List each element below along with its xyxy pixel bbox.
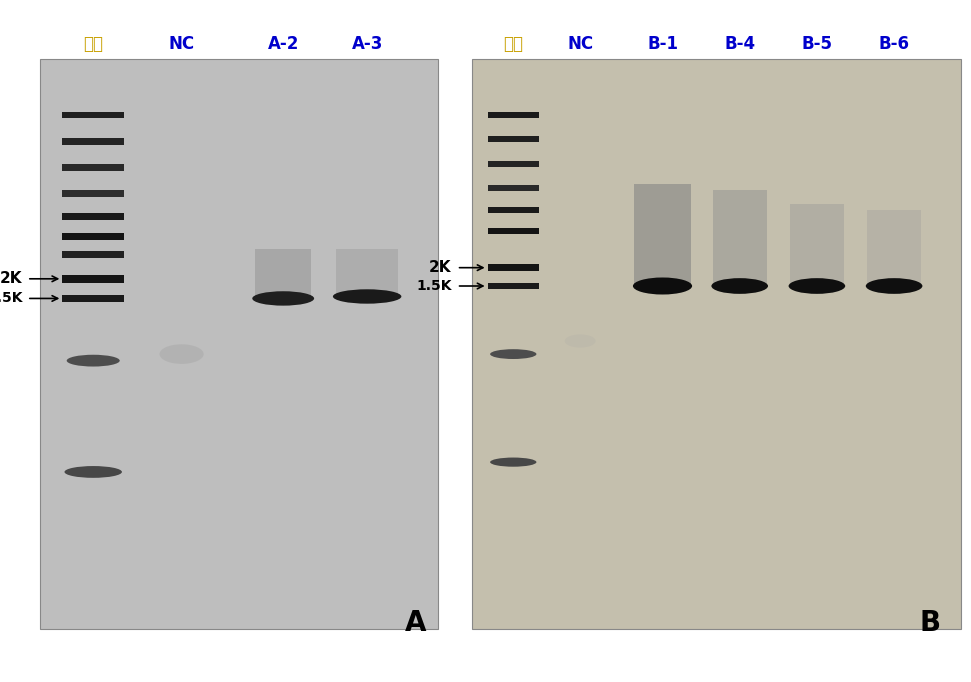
Bar: [62, 138, 124, 145]
Text: A-3: A-3: [352, 35, 383, 53]
Bar: [487, 283, 539, 289]
Text: 标记: 标记: [84, 35, 103, 53]
Bar: [487, 161, 539, 166]
Bar: [487, 136, 539, 143]
Text: A-2: A-2: [267, 35, 299, 53]
Bar: [62, 295, 124, 302]
Bar: [62, 251, 124, 258]
Bar: [487, 265, 539, 271]
Bar: [62, 164, 124, 170]
Bar: [40, 59, 438, 629]
Text: 2K: 2K: [429, 260, 452, 275]
Bar: [867, 210, 921, 286]
Bar: [62, 112, 124, 119]
Text: A: A: [405, 608, 426, 636]
Text: B-1: B-1: [647, 35, 678, 53]
Text: B-6: B-6: [879, 35, 910, 53]
Bar: [255, 250, 311, 299]
Bar: [62, 275, 124, 283]
Bar: [634, 184, 690, 286]
Text: NC: NC: [169, 35, 194, 53]
Ellipse shape: [333, 289, 401, 303]
Ellipse shape: [67, 355, 119, 366]
Ellipse shape: [252, 291, 315, 306]
Text: B: B: [920, 608, 941, 636]
Text: NC: NC: [567, 35, 593, 53]
Ellipse shape: [490, 458, 536, 466]
Bar: [487, 228, 539, 234]
Ellipse shape: [64, 466, 122, 478]
Bar: [62, 233, 124, 239]
Text: B-5: B-5: [801, 35, 832, 53]
Bar: [713, 190, 766, 286]
Bar: [487, 207, 539, 213]
Ellipse shape: [565, 334, 595, 348]
Bar: [62, 190, 124, 197]
Ellipse shape: [633, 278, 692, 295]
Bar: [62, 213, 124, 220]
Bar: [472, 59, 961, 629]
Ellipse shape: [788, 278, 845, 294]
Ellipse shape: [866, 278, 922, 294]
Bar: [487, 185, 539, 191]
Ellipse shape: [712, 278, 768, 294]
Bar: [790, 203, 844, 286]
Text: 2K: 2K: [0, 271, 22, 286]
Bar: [336, 250, 398, 297]
Text: B-4: B-4: [724, 35, 755, 53]
Text: 1.5K: 1.5K: [416, 279, 452, 293]
Ellipse shape: [490, 349, 536, 359]
Bar: [487, 112, 539, 118]
Text: 1.5K: 1.5K: [0, 291, 22, 306]
Ellipse shape: [159, 344, 204, 364]
Text: 标记: 标记: [503, 35, 523, 53]
